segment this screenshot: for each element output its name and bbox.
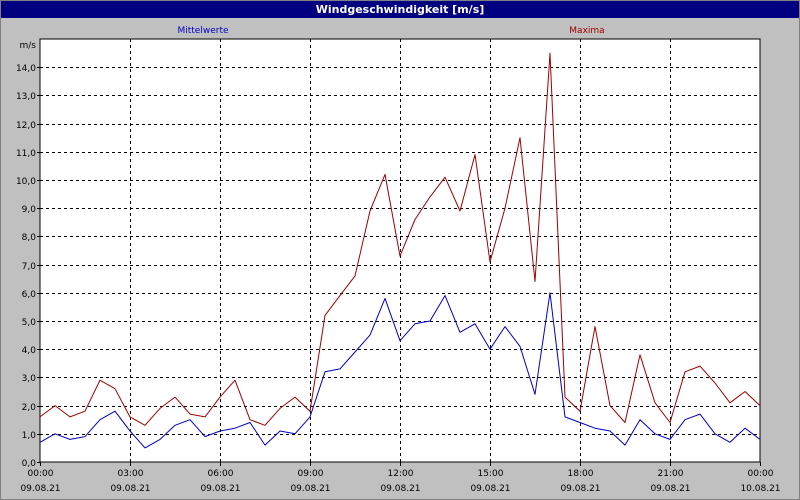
y-tick-label: 6,0	[22, 290, 37, 300]
y-tick-label: 10,0	[16, 177, 36, 187]
x-tick-time-label: 18:00	[568, 469, 594, 479]
x-tick-date-label: 09.08.21	[20, 484, 60, 494]
y-tick-label: 8,0	[22, 233, 37, 243]
y-tick-label: 4,0	[22, 346, 37, 356]
x-tick-date-label: 09.08.21	[200, 484, 240, 494]
y-tick-label: 3,0	[22, 374, 37, 384]
x-tick-date-label: 09.08.21	[290, 484, 330, 494]
x-tick-time-label: 03:00	[118, 469, 144, 479]
x-tick-date-label: 09.08.21	[110, 484, 150, 494]
x-tick-time-label: 12:00	[388, 469, 414, 479]
title-bar: Windgeschwindigkeit [m/s]	[1, 1, 799, 18]
x-tick-date-label: 09.08.21	[470, 484, 510, 494]
legend-label-mittelwerte: Mittelwerte	[177, 26, 228, 36]
series-line-maxima	[39, 52, 761, 426]
x-tick-time-label: 06:00	[208, 469, 234, 479]
y-tick-label: 2,0	[22, 403, 37, 413]
x-tick-date-label: 10.08.21	[740, 484, 780, 494]
x-tick-date-label: 09.08.21	[560, 484, 600, 494]
series-line-mittelwerte	[39, 292, 761, 449]
legend-label-maxima: Maxima	[569, 26, 604, 36]
x-tick-time-label: 15:00	[478, 469, 504, 479]
y-tick-label: 9,0	[22, 205, 37, 215]
y-tick-label: 14,0	[16, 64, 36, 74]
x-tick-time-label: 00:00	[748, 469, 774, 479]
x-tick-date-label: 09.08.21	[650, 484, 690, 494]
y-tick-label: 13,0	[16, 92, 36, 102]
x-tick-time-label: 00:00	[28, 469, 54, 479]
y-tick-label: 1,0	[22, 431, 37, 441]
x-tick-time-label: 21:00	[658, 469, 684, 479]
chart-title: Windgeschwindigkeit [m/s]	[315, 3, 485, 16]
y-tick-label: 12,0	[16, 121, 36, 131]
x-tick-date-label: 09.08.21	[380, 484, 420, 494]
y-tick-label: 0,0	[22, 459, 37, 469]
x-tick-time-label: 09:00	[298, 469, 324, 479]
y-tick-label: 5,0	[22, 318, 37, 328]
y-tick-label: 11,0	[16, 149, 36, 159]
y-tick-label: 7,0	[22, 262, 37, 272]
y-axis-label: m/s	[20, 41, 37, 51]
